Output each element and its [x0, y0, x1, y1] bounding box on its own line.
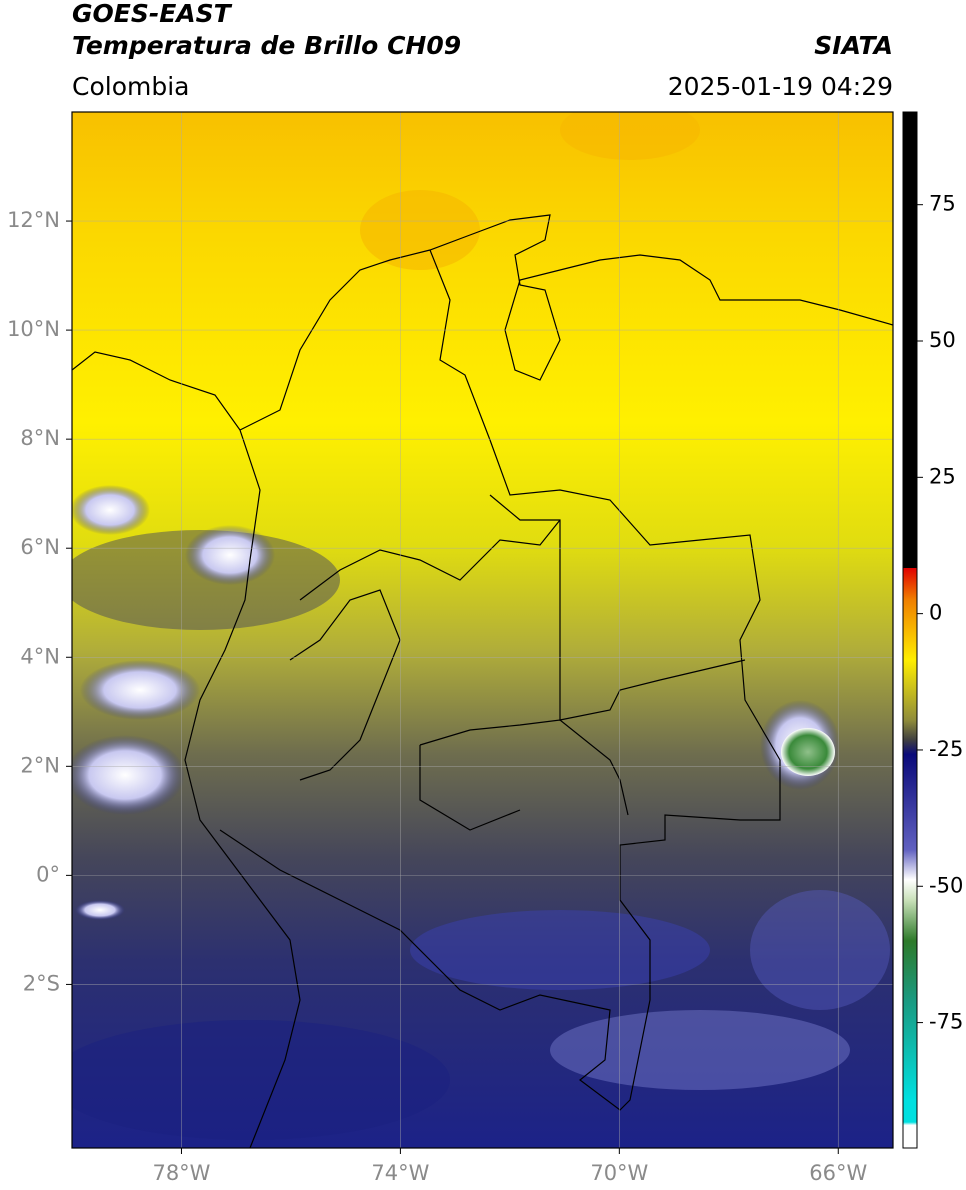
title: GOES-EAST	[72, 0, 233, 28]
colorbar-tick-label: 75	[929, 192, 956, 216]
colorbar-tick-label: -50	[929, 873, 963, 897]
colorbar	[902, 111, 918, 1149]
region: Colombia	[72, 72, 189, 101]
lat-tick-label: 10°N	[7, 317, 60, 341]
colorbar-tick-label: 25	[929, 464, 956, 488]
datetime: 2025-01-19 04:29	[668, 72, 893, 101]
subtitle: Temperatura de Brillo CH09	[72, 31, 461, 60]
satellite-image	[72, 112, 893, 1148]
lat-tick-label: 4°N	[20, 644, 60, 668]
colorbar-tick-label: -25	[929, 737, 963, 761]
colorbar-tick-label: 0	[929, 601, 942, 625]
colorbar-tick-label: -75	[929, 1010, 963, 1034]
lat-tick-label: 8°N	[20, 426, 60, 450]
lat-tick-label: 2°N	[20, 753, 60, 777]
lon-tick-label: 78°W	[152, 1161, 210, 1185]
lon-tick-label: 66°W	[809, 1161, 867, 1185]
graticule	[72, 112, 893, 1148]
lon-tick-label: 70°W	[590, 1161, 648, 1185]
source: SIATA	[814, 31, 893, 60]
map-frame	[71, 111, 894, 1149]
colorbar-tick-label: 50	[929, 328, 956, 352]
lat-tick-label: 6°N	[20, 535, 60, 559]
lat-tick-label: 0°	[36, 862, 60, 886]
lat-tick-label: 2°S	[23, 971, 60, 995]
lat-tick-label: 12°N	[7, 208, 60, 232]
lon-tick-label: 74°W	[371, 1161, 429, 1185]
